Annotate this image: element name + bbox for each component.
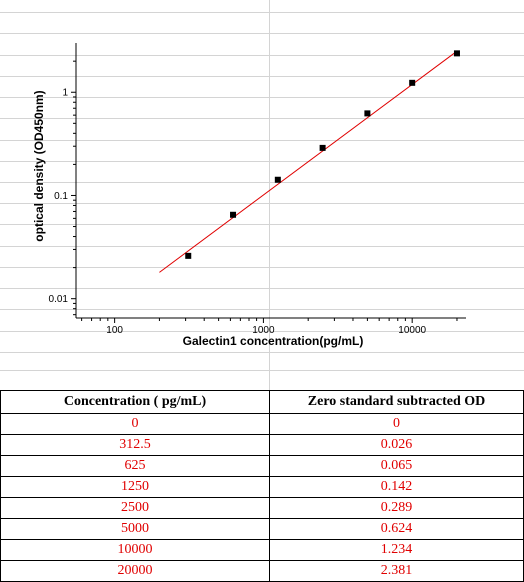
data-point [409,79,416,86]
table-row: 5000 0.624 [0,518,524,540]
data-points [185,50,460,259]
data-point [453,50,460,57]
od-cell: 0 [269,413,524,435]
table-row: 10000 1.234 [0,539,524,561]
od-cell: 0.142 [269,476,524,498]
table-body: 0 0 312.5 0.026 625 0.065 1250 0.142 2500 0.289 50… [0,413,524,582]
concentration-cell: 20000 [0,560,270,582]
y-tick-label: 0.01 [49,294,69,305]
header-concentration: Concentration ( pg/mL) [0,390,270,414]
x-axis-title: Galectin1 concentration(pg/mL) [183,334,364,348]
table-row: 1250 0.142 [0,476,524,498]
calibration-chart: 0.01 0.1 1 100 1000 10000 Galectin1 concentra… [32,43,466,348]
data-point [274,176,281,183]
od-cell: 0.065 [269,455,524,477]
axis-ticks: 0.01 0.1 1 100 1000 10000 [49,60,458,336]
header-od: Zero standard subtracted OD [269,390,524,414]
concentration-cell: 10000 [0,539,270,561]
y-tick-label: 0.1 [54,191,68,202]
data-point [364,110,371,117]
fit-line [159,50,458,273]
od-cell: 2.381 [269,560,524,582]
od-cell: 1.234 [269,539,524,561]
od-cell: 0.289 [269,497,524,519]
x-tick-label: 10000 [398,325,426,336]
concentration-cell: 312.5 [0,434,270,456]
y-axis-title: optical density (OD450nm) [32,90,46,241]
x-tick-label: 100 [106,325,123,336]
od-cell: 0.624 [269,518,524,540]
concentration-cell: 0 [0,413,270,435]
data-point [319,144,326,151]
table-header-row: Concentration ( pg/mL) Zero standard sub… [0,390,524,414]
spreadsheet-gridlines [0,0,524,390]
data-point [185,252,192,259]
y-tick-label: 1 [62,88,68,99]
concentration-cell: 5000 [0,518,270,540]
concentration-cell: 1250 [0,476,270,498]
table-row: 2500 0.289 [0,497,524,519]
fit-line-group [159,50,458,273]
concentration-cell: 625 [0,455,270,477]
x-tick-label: 1000 [252,325,275,336]
od-cell: 0.026 [269,434,524,456]
standard-curve-table: Concentration ( pg/mL) Zero standard sub… [0,390,524,582]
table-row: 625 0.065 [0,455,524,477]
concentration-cell: 2500 [0,497,270,519]
data-point [230,211,237,218]
table-row: 20000 2.381 [0,560,524,582]
table-row: 312.5 0.026 [0,434,524,456]
